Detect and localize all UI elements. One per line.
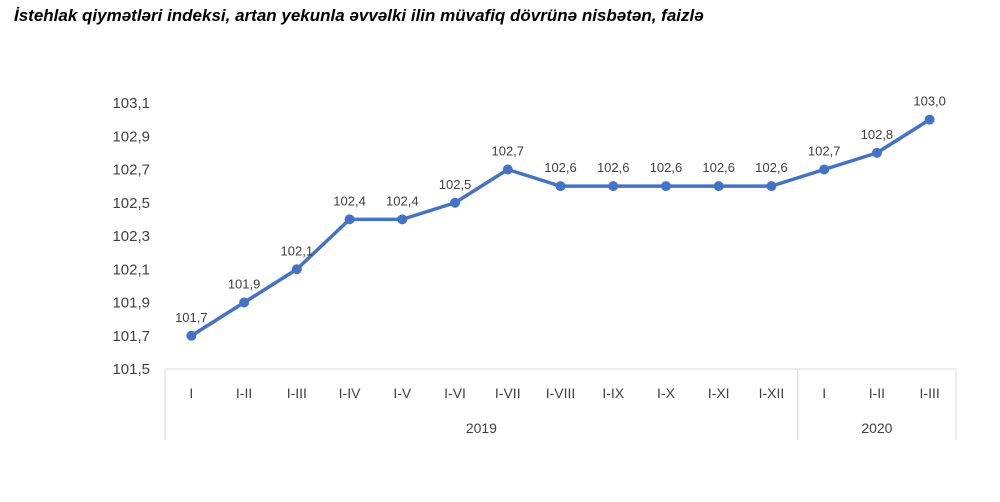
y-tick-label: 103,1 xyxy=(112,95,150,112)
data-label: 102,6 xyxy=(650,160,683,175)
data-point xyxy=(660,181,671,192)
data-point xyxy=(397,214,408,225)
y-tick-label: 101,7 xyxy=(112,328,150,345)
data-point xyxy=(239,297,250,308)
x-tick-label: I-IX xyxy=(602,385,624,401)
data-label: 101,9 xyxy=(228,277,261,292)
data-label: 102,8 xyxy=(861,127,894,142)
x-tick-label: I xyxy=(189,385,193,401)
y-tick-label: 102,7 xyxy=(112,162,150,179)
data-point xyxy=(186,330,197,341)
x-tick-label: I-XI xyxy=(708,385,730,401)
data-point xyxy=(924,114,935,125)
y-tick-label: 101,5 xyxy=(112,361,150,378)
data-label: 102,6 xyxy=(544,160,577,175)
x-tick-label: I xyxy=(822,385,826,401)
x-tick-label: I-VII xyxy=(495,385,521,401)
x-tick-label: I-II xyxy=(236,385,252,401)
data-point xyxy=(713,181,724,192)
data-label: 102,6 xyxy=(597,160,630,175)
x-tick-label: I-VI xyxy=(444,385,466,401)
data-label: 102,7 xyxy=(808,144,841,159)
chart-title: İstehlak qiymətləri indeksi, artan yekun… xyxy=(14,6,704,25)
x-tick-label: I-II xyxy=(869,385,885,401)
data-point xyxy=(344,214,355,225)
y-tick-label: 102,3 xyxy=(112,228,150,245)
data-label: 101,7 xyxy=(175,310,208,325)
x-tick-label: I-III xyxy=(920,385,940,401)
data-label: 103,0 xyxy=(913,94,946,109)
data-point xyxy=(502,164,513,175)
x-tick-label: I-XII xyxy=(759,385,785,401)
data-point xyxy=(608,181,619,192)
y-tick-label: 102,1 xyxy=(112,261,150,278)
x-group-label: 2019 xyxy=(466,420,497,436)
data-label: 102,6 xyxy=(702,160,735,175)
y-tick-label: 102,9 xyxy=(112,128,150,145)
data-label: 102,7 xyxy=(491,144,524,159)
data-label: 102,4 xyxy=(333,193,366,208)
data-label: 102,5 xyxy=(439,177,472,192)
x-tick-label: I-III xyxy=(287,385,307,401)
data-label: 102,6 xyxy=(755,160,788,175)
data-label: 102,4 xyxy=(386,193,419,208)
data-point xyxy=(555,181,566,192)
x-tick-label: I-VIII xyxy=(546,385,576,401)
data-point xyxy=(871,147,882,158)
data-point xyxy=(819,164,830,175)
x-tick-label: I-IV xyxy=(339,385,361,401)
data-point xyxy=(450,197,461,208)
x-tick-label: I-V xyxy=(393,385,412,401)
data-label: 102,1 xyxy=(281,243,314,258)
x-group-label: 2020 xyxy=(861,420,892,436)
y-tick-label: 101,9 xyxy=(112,295,150,312)
x-tick-label: I-X xyxy=(657,385,676,401)
y-tick-label: 102,5 xyxy=(112,195,150,212)
data-point xyxy=(291,264,302,275)
data-point xyxy=(766,181,777,192)
